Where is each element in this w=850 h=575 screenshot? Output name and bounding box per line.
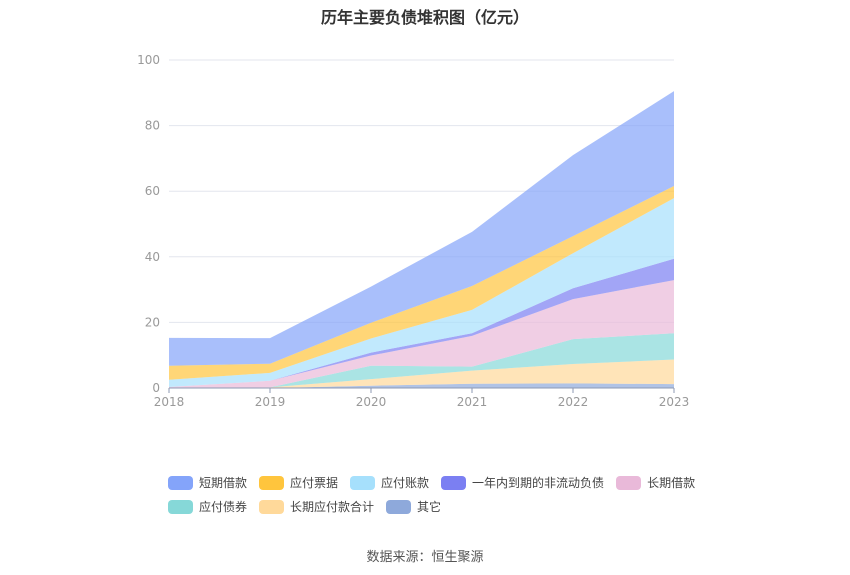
- y-tick-label: 20: [145, 315, 160, 329]
- legend-item[interactable]: 其它: [386, 498, 441, 515]
- legend-item[interactable]: 长期应付款合计: [259, 498, 374, 515]
- legend-label: 短期借款: [199, 476, 248, 490]
- y-tick-label: 60: [145, 184, 160, 198]
- x-tick-label: 2021: [457, 395, 488, 409]
- area-series-应付债券: [169, 333, 674, 388]
- legend-item[interactable]: 长期借款: [616, 474, 695, 491]
- legend-label: 其它: [417, 500, 442, 514]
- legend-label: 应付债券: [199, 500, 248, 514]
- area-series-其它: [169, 383, 674, 388]
- legend-swatch: [259, 499, 285, 514]
- x-tick-label: 2019: [255, 395, 286, 409]
- legend-swatch: [616, 475, 642, 490]
- legend-item[interactable]: 短期借款: [168, 474, 247, 491]
- area-series-长期应付款合计: [169, 359, 674, 388]
- legend-label: 长期应付款合计: [290, 500, 375, 514]
- legend-row-1: 短期借款 应付票据 应付账款 一年内到期的非流动负债 长期借款: [168, 474, 707, 491]
- legend-item[interactable]: 应付票据: [259, 474, 338, 491]
- legend-label: 应付票据: [290, 476, 339, 490]
- legend-swatch: [168, 499, 193, 514]
- y-tick-label: 100: [137, 53, 160, 67]
- legend-swatch: [386, 499, 412, 514]
- y-tick-label: 80: [145, 119, 160, 133]
- legend-swatch: [168, 475, 193, 490]
- chart-title: 历年主要负债堆积图（亿元）: [320, 8, 529, 27]
- legend-row-2: 应付债券 长期应付款合计 其它: [168, 498, 453, 515]
- y-tick-label: 0: [152, 381, 160, 395]
- legend-item[interactable]: 应付债券: [168, 498, 247, 515]
- legend-item[interactable]: 应付账款: [350, 474, 429, 491]
- area-series-长期借款: [169, 280, 674, 388]
- data-source: 数据来源：恒生聚源: [366, 550, 484, 565]
- legend-label: 一年内到期的非流动负债: [472, 476, 605, 490]
- legend-label: 应付账款: [381, 476, 430, 490]
- legend-item[interactable]: 一年内到期的非流动负债: [441, 474, 604, 491]
- area-series-短期借款: [169, 91, 674, 366]
- legend-label: 长期借款: [647, 476, 696, 490]
- x-tick-label: 2020: [356, 395, 387, 409]
- y-tick-label: 40: [145, 250, 160, 264]
- x-tick-label: 2023: [659, 395, 690, 409]
- legend-swatch: [259, 475, 285, 490]
- x-tick-label: 2018: [154, 395, 185, 409]
- legend-swatch: [350, 475, 376, 490]
- legend-swatch: [441, 475, 467, 490]
- x-tick-label: 2022: [558, 395, 589, 409]
